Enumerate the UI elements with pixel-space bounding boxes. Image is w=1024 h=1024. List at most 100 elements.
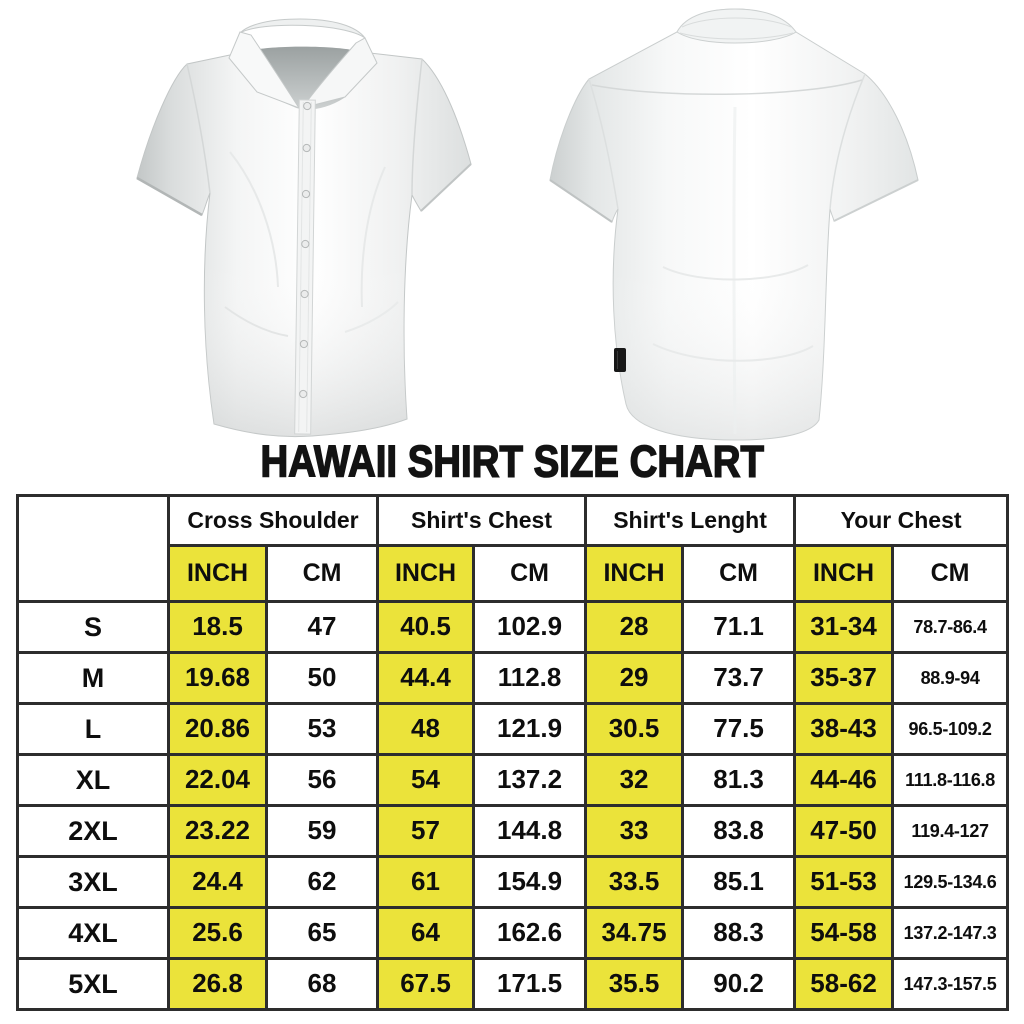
unit-header-inch: INCH xyxy=(584,544,685,603)
table-row: 5XL 26.8 68 67.5 171.5 35.5 90.2 58-62 147.3-157… xyxy=(16,957,1010,1011)
size-value: 23.22 xyxy=(167,804,268,858)
size-value: 78.7-86.4 xyxy=(891,600,1010,654)
size-value: 147.3-157.5 xyxy=(891,957,1010,1011)
size-value: 83.8 xyxy=(681,804,797,858)
size-value: 58-62 xyxy=(793,957,895,1011)
size-label: 3XL xyxy=(16,855,170,909)
size-value: 47-50 xyxy=(793,804,895,858)
size-value: 77.5 xyxy=(681,702,797,756)
shirt-front-image xyxy=(136,18,472,438)
size-value: 38-43 xyxy=(793,702,895,756)
size-value: 18.5 xyxy=(167,600,268,654)
button-placket xyxy=(294,99,316,435)
size-value: 20.86 xyxy=(167,702,268,756)
size-value: 112.8 xyxy=(472,651,588,705)
size-value: 119.4-127 xyxy=(891,804,1010,858)
table-row: XL 22.04 56 54 137.2 32 81.3 44-46 111.8-116.8 xyxy=(16,753,1010,807)
unit-header-cm: CM xyxy=(681,544,797,603)
col-group-your-chest: Your Chest xyxy=(793,494,1010,547)
table-row: 2XL 23.22 59 57 144.8 33 83.8 47-50 119.4-127 xyxy=(16,804,1010,858)
size-value: 67.5 xyxy=(376,957,476,1011)
unit-header-cm: CM xyxy=(891,544,1010,603)
size-value: 121.9 xyxy=(472,702,588,756)
unit-header-inch: INCH xyxy=(376,544,476,603)
unit-header-cm: CM xyxy=(264,544,380,603)
size-value: 34.75 xyxy=(584,906,685,960)
size-value: 68 xyxy=(264,957,380,1011)
size-value: 51-53 xyxy=(793,855,895,909)
size-value: 33.5 xyxy=(584,855,685,909)
size-value: 33 xyxy=(584,804,685,858)
size-value: 62 xyxy=(264,855,380,909)
size-value: 40.5 xyxy=(376,600,476,654)
size-value: 53 xyxy=(264,702,380,756)
table-row: S 18.5 47 40.5 102.9 28 71.1 31-34 78.7-86.4 xyxy=(16,600,1010,654)
table-row: 3XL 24.4 62 61 154.9 33.5 85.1 51-53 129.5-134.6 xyxy=(16,855,1010,909)
size-value: 44-46 xyxy=(793,753,895,807)
group-header-row: Cross Shoulder Shirt's Chest Shirt's Len… xyxy=(16,494,1010,603)
size-value: 19.68 xyxy=(167,651,268,705)
size-value: 85.1 xyxy=(681,855,797,909)
size-label: 5XL xyxy=(16,957,170,1011)
size-value: 137.2-147.3 xyxy=(891,906,1010,960)
title-bar: HAWAII SHIRT SIZE CHART xyxy=(0,437,1024,488)
size-value: 57 xyxy=(376,804,476,858)
col-group-shirts-chest: Shirt's Chest xyxy=(376,494,588,547)
size-table-body: S 18.5 47 40.5 102.9 28 71.1 31-34 78.7-86.4 M 19.… xyxy=(16,600,1010,1011)
unit-header-inch: INCH xyxy=(167,544,268,603)
size-value: 137.2 xyxy=(472,753,588,807)
size-value: 162.6 xyxy=(472,906,588,960)
size-value: 154.9 xyxy=(472,855,588,909)
size-value: 90.2 xyxy=(681,957,797,1011)
size-value: 50 xyxy=(264,651,380,705)
size-value: 102.9 xyxy=(472,600,588,654)
size-value: 65 xyxy=(264,906,380,960)
size-value: 88.9-94 xyxy=(891,651,1010,705)
corner-cell xyxy=(16,494,170,603)
size-value: 25.6 xyxy=(167,906,268,960)
size-value: 32 xyxy=(584,753,685,807)
size-value: 31-34 xyxy=(793,600,895,654)
size-value: 54 xyxy=(376,753,476,807)
unit-header-cm: CM xyxy=(472,544,588,603)
page-title: HAWAII SHIRT SIZE CHART xyxy=(260,437,765,488)
size-value: 22.04 xyxy=(167,753,268,807)
size-label: 2XL xyxy=(16,804,170,858)
col-group-shirts-lenght: Shirt's Lenght xyxy=(584,494,797,547)
size-label: M xyxy=(16,651,170,705)
size-value: 73.7 xyxy=(681,651,797,705)
table-row: L 20.86 53 48 121.9 30.5 77.5 38-43 96.5-109.2 xyxy=(16,702,1010,756)
size-value: 71.1 xyxy=(681,600,797,654)
size-label: XL xyxy=(16,753,170,807)
size-value: 56 xyxy=(264,753,380,807)
size-value: 129.5-134.6 xyxy=(891,855,1010,909)
unit-header-inch: INCH xyxy=(793,544,895,603)
size-value: 28 xyxy=(584,600,685,654)
table-row: M 19.68 50 44.4 112.8 29 73.7 35-37 88.9-94 xyxy=(16,651,1010,705)
size-value: 111.8-116.8 xyxy=(891,753,1010,807)
size-value: 48 xyxy=(376,702,476,756)
size-value: 35-37 xyxy=(793,651,895,705)
size-chart-table: Cross Shoulder Shirt's Chest Shirt's Len… xyxy=(16,494,1010,1011)
size-value: 35.5 xyxy=(584,957,685,1011)
unit-header-row: INCH CM INCH CM INCH CM INCH CM xyxy=(18,544,1010,603)
table-row: 4XL 25.6 65 64 162.6 34.75 88.3 54-58 137.2-147.… xyxy=(16,906,1010,960)
col-group-cross-shoulder: Cross Shoulder xyxy=(166,494,380,547)
size-value: 81.3 xyxy=(681,753,797,807)
size-value: 29 xyxy=(584,651,685,705)
size-value: 96.5-109.2 xyxy=(891,702,1010,756)
size-label: 4XL xyxy=(16,906,170,960)
size-value: 61 xyxy=(376,855,476,909)
size-value: 171.5 xyxy=(472,957,588,1011)
size-value: 24.4 xyxy=(167,855,268,909)
size-value: 44.4 xyxy=(376,651,476,705)
size-value: 88.3 xyxy=(681,906,797,960)
size-value: 59 xyxy=(264,804,380,858)
care-tag xyxy=(614,348,626,372)
size-label: S xyxy=(16,600,170,654)
size-value: 54-58 xyxy=(793,906,895,960)
size-value: 47 xyxy=(264,600,380,654)
size-value: 30.5 xyxy=(584,702,685,756)
shirt-back-image xyxy=(549,8,919,441)
